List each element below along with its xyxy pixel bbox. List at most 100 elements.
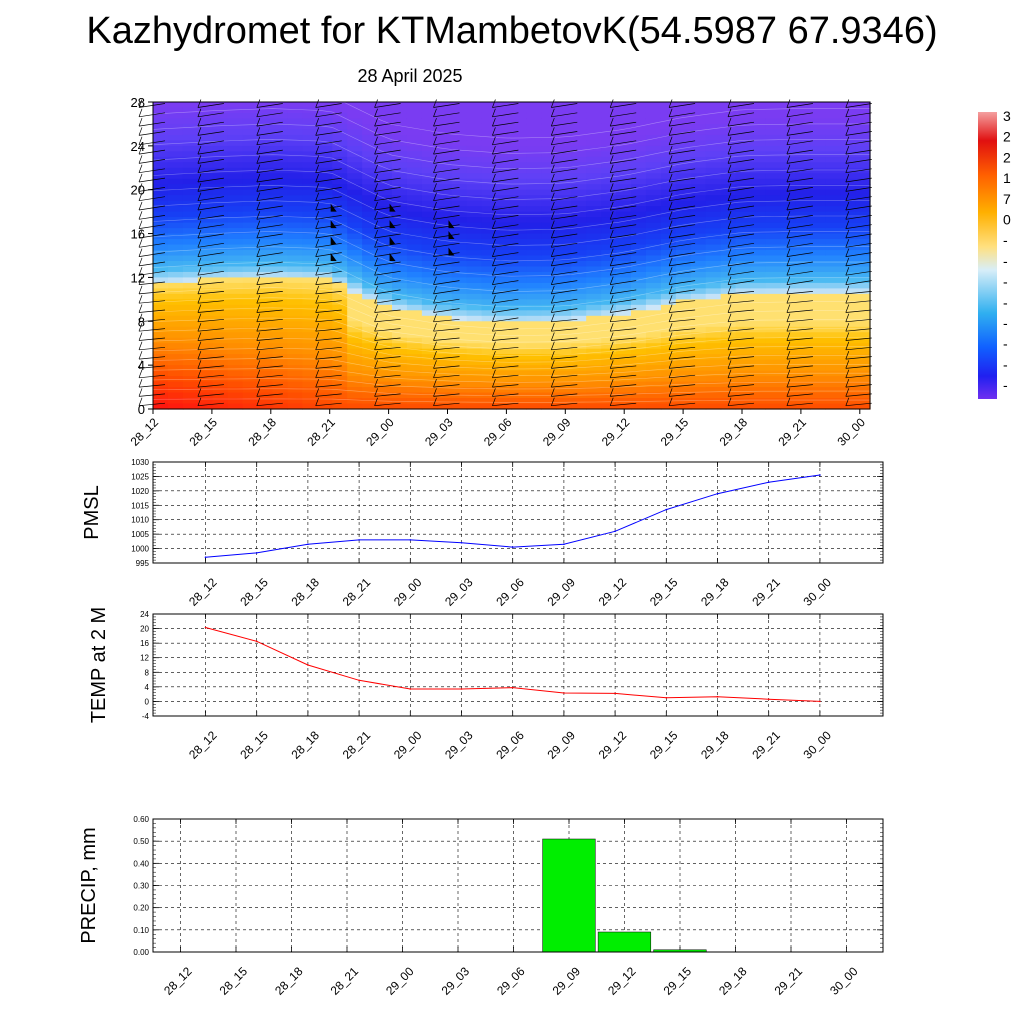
heatmap-cell [735, 206, 752, 213]
heatmap-cell [362, 107, 378, 114]
wind-barb-shaft [315, 159, 342, 164]
heatmap-cell [272, 217, 289, 224]
y-tick-label: 1020 [131, 487, 149, 496]
heatmap-contour [152, 200, 870, 246]
wind-barb-shaft [197, 402, 224, 407]
heatmap-cell [481, 392, 498, 399]
heatmap-cell [466, 293, 483, 300]
heatmap-cell [765, 255, 781, 262]
heatmap-cell [481, 266, 498, 273]
heatmap-cell [735, 222, 752, 229]
wind-barb-tick [374, 323, 378, 332]
heatmap-cell [227, 299, 244, 306]
wind-barb-tick [433, 145, 437, 155]
heatmap-cell [765, 266, 781, 273]
heatmap-cell [257, 332, 274, 339]
heatmap-cell [601, 337, 617, 344]
heatmap-cell [631, 271, 647, 279]
heatmap-cell [406, 381, 423, 388]
heatmap-cell [466, 299, 483, 306]
heatmap-cell [153, 244, 169, 251]
heatmap-cell [631, 315, 647, 322]
heatmap-cell [511, 167, 528, 174]
heatmap-cell [780, 200, 796, 207]
heatmap-cell [705, 376, 722, 383]
heatmap-cell [675, 304, 692, 311]
heatmap-cell [197, 282, 214, 289]
heatmap-cell [406, 217, 423, 224]
heatmap-cell [167, 129, 184, 136]
heatmap-cell [675, 184, 692, 191]
heatmap-cell [481, 244, 498, 251]
heatmap-cell [855, 129, 871, 136]
heatmap-cell [257, 293, 274, 300]
y-tick-label: 12 [140, 654, 149, 663]
heatmap-cell [272, 370, 289, 377]
heatmap-cell [556, 134, 572, 141]
heatmap-contour [152, 154, 870, 200]
wind-barb-shaft [610, 112, 637, 118]
heatmap-cell [466, 288, 483, 295]
heatmap-cell [541, 195, 557, 202]
wind-barb-shaft [786, 365, 813, 369]
heatmap-cell [466, 282, 483, 289]
heatmap-cell [750, 370, 767, 377]
heatmap-cell [825, 260, 841, 268]
wind-barb-tick [374, 229, 378, 239]
heatmap-cell [526, 387, 542, 394]
wind-barb-tick [786, 304, 791, 313]
wind-barb-shaft [138, 291, 166, 295]
heatmap-contour [152, 138, 870, 185]
wind-barb-shaft [197, 270, 224, 276]
heatmap-cell [451, 343, 468, 350]
heatmap-cell [571, 266, 587, 273]
heatmap-cell [436, 315, 453, 322]
heatmap-cell [392, 173, 408, 180]
wind-barb-tick [197, 136, 202, 145]
heatmap-cell [212, 151, 229, 158]
heatmap-cell [302, 304, 318, 311]
heatmap-cell [855, 304, 871, 311]
heatmap-cell [660, 145, 677, 152]
heatmap-cell [601, 118, 617, 125]
heatmap-cell [541, 211, 557, 218]
heatmap-cell [257, 255, 274, 262]
wind-barb-shaft [374, 402, 401, 407]
heatmap-cell [780, 112, 796, 120]
wind-barb-tick [315, 155, 320, 164]
heatmap-cell [511, 392, 528, 399]
heatmap-cell [302, 255, 318, 262]
wind-barb-flag [389, 236, 396, 245]
heatmap-cell [242, 387, 259, 394]
heatmap-cell [257, 145, 274, 152]
heatmap-cell [317, 178, 333, 185]
wind-barb-shaft [315, 384, 342, 388]
heatmap-cell [272, 206, 289, 213]
wind-barb-tick [786, 257, 791, 267]
wind-barb-tick [668, 323, 673, 332]
heatmap-cell [317, 365, 333, 372]
heatmap-cell [272, 266, 289, 273]
heatmap-cell [765, 244, 781, 251]
heatmap-cell [167, 332, 184, 339]
heatmap-cell [182, 178, 199, 185]
heatmap-cell [167, 288, 184, 295]
heatmap-cell [242, 102, 259, 109]
wind-barb-tick [786, 323, 791, 332]
heatmap-cell [675, 354, 692, 361]
heatmap-cell [645, 244, 662, 251]
heatmap-cell [287, 359, 303, 366]
wind-barb-tick [315, 397, 320, 406]
data-point [767, 698, 770, 700]
heatmap-cell [377, 206, 393, 213]
heatmap-cell [332, 304, 348, 311]
wind-barb-tick [492, 201, 496, 211]
wind-barb-shaft [786, 131, 813, 136]
wind-barb-shaft [669, 356, 696, 360]
heatmap-cell [332, 398, 348, 405]
heatmap-cell [272, 222, 289, 229]
wind-barb-tick [138, 304, 143, 313]
heatmap-cell [347, 112, 363, 120]
heatmap-cell [392, 310, 408, 317]
heatmap-cell [586, 134, 602, 141]
